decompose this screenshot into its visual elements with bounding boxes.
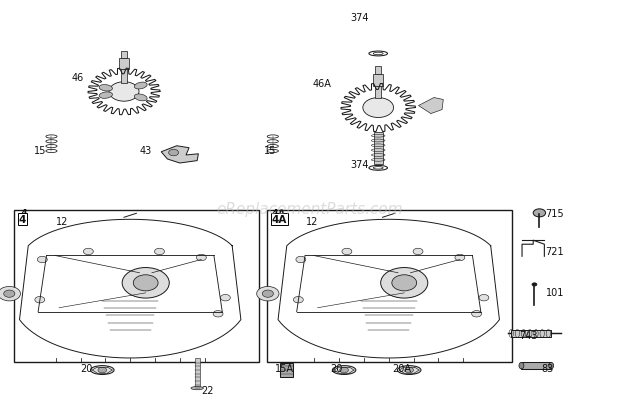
Circle shape xyxy=(83,249,93,255)
Circle shape xyxy=(413,249,423,255)
Text: eReplacementParts.com: eReplacementParts.com xyxy=(216,201,404,216)
Text: 15: 15 xyxy=(264,146,276,155)
Ellipse shape xyxy=(519,363,524,369)
Circle shape xyxy=(4,290,15,298)
Circle shape xyxy=(479,295,489,301)
Circle shape xyxy=(405,367,414,373)
Text: 46A: 46A xyxy=(313,79,332,89)
Bar xyxy=(267,211,512,362)
Bar xyxy=(121,52,127,59)
Text: 721: 721 xyxy=(546,247,564,256)
Ellipse shape xyxy=(135,83,147,90)
Text: 4A: 4A xyxy=(272,209,286,219)
Circle shape xyxy=(293,297,303,303)
Ellipse shape xyxy=(332,366,356,375)
Circle shape xyxy=(455,255,465,261)
Text: 15A: 15A xyxy=(275,363,294,373)
Bar xyxy=(119,59,129,69)
Circle shape xyxy=(98,367,107,373)
Circle shape xyxy=(197,255,206,261)
Text: 374: 374 xyxy=(350,160,369,169)
Bar xyxy=(521,363,551,369)
Circle shape xyxy=(169,150,179,156)
Circle shape xyxy=(340,367,348,373)
Circle shape xyxy=(35,297,45,303)
Bar xyxy=(373,75,383,87)
Ellipse shape xyxy=(549,363,554,369)
Text: 715: 715 xyxy=(546,209,564,218)
Circle shape xyxy=(221,295,231,301)
Ellipse shape xyxy=(99,85,112,92)
Polygon shape xyxy=(418,98,443,114)
Text: 20: 20 xyxy=(330,363,343,373)
Text: 15: 15 xyxy=(34,146,46,155)
Text: 83: 83 xyxy=(541,363,554,373)
Text: 20: 20 xyxy=(81,363,93,373)
Text: 4: 4 xyxy=(20,209,27,219)
Circle shape xyxy=(472,311,482,317)
Circle shape xyxy=(213,311,223,317)
Text: 101: 101 xyxy=(546,288,564,298)
Text: 46: 46 xyxy=(71,73,84,83)
Bar xyxy=(121,69,127,83)
Circle shape xyxy=(154,249,164,255)
Circle shape xyxy=(392,275,417,291)
Bar xyxy=(280,363,293,377)
Circle shape xyxy=(133,275,158,291)
Circle shape xyxy=(37,257,47,263)
Ellipse shape xyxy=(191,387,203,390)
Circle shape xyxy=(533,209,546,217)
Circle shape xyxy=(109,83,139,102)
Text: 43: 43 xyxy=(140,146,152,155)
Circle shape xyxy=(257,287,279,301)
Bar xyxy=(14,211,259,362)
Text: 4: 4 xyxy=(19,215,26,225)
Ellipse shape xyxy=(397,366,421,375)
Circle shape xyxy=(532,283,537,286)
Circle shape xyxy=(381,268,428,298)
Text: 12: 12 xyxy=(306,217,318,226)
Text: 12: 12 xyxy=(56,217,68,226)
Bar xyxy=(374,132,383,164)
Text: 22: 22 xyxy=(202,385,214,395)
Text: 20A: 20A xyxy=(392,363,412,373)
Circle shape xyxy=(122,268,169,298)
Circle shape xyxy=(262,290,273,298)
Polygon shape xyxy=(161,146,198,164)
Circle shape xyxy=(0,287,20,301)
Ellipse shape xyxy=(99,93,112,99)
Text: 374: 374 xyxy=(350,13,369,23)
Bar xyxy=(375,87,381,99)
Bar xyxy=(195,358,200,388)
Circle shape xyxy=(296,257,306,263)
Circle shape xyxy=(363,98,394,118)
Text: 743: 743 xyxy=(520,330,538,340)
Circle shape xyxy=(342,249,352,255)
Ellipse shape xyxy=(135,95,147,101)
Ellipse shape xyxy=(91,366,114,375)
Bar xyxy=(511,330,552,337)
Bar xyxy=(375,67,381,75)
Text: 4A: 4A xyxy=(272,215,287,225)
